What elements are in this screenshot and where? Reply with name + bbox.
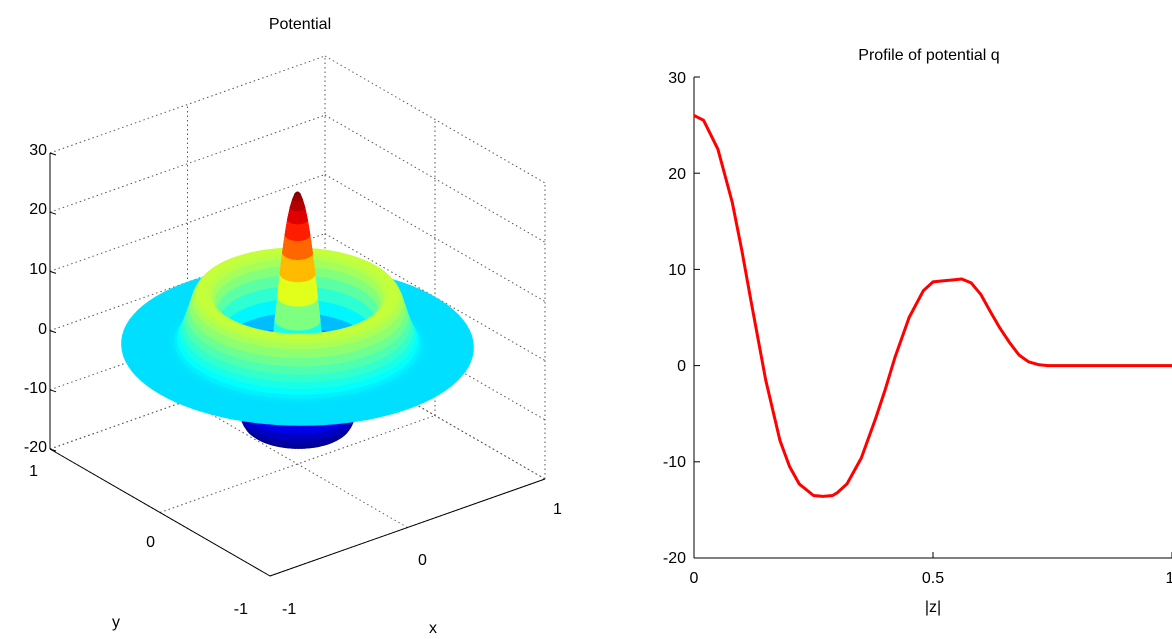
surface-patch (435, 345, 439, 351)
surface-patch (148, 340, 153, 346)
surface-patch (131, 340, 135, 346)
surface-patch (317, 260, 324, 269)
surface-patch (465, 345, 469, 352)
surface-patch (294, 224, 297, 242)
grid-line (159, 415, 436, 513)
surface-patch (296, 194, 298, 203)
grid-line (324, 55, 546, 184)
surface-patch (442, 345, 447, 351)
surface-patch (452, 345, 457, 351)
grid-line (49, 173, 326, 272)
surface-patch (294, 282, 298, 308)
surface-plot: Potential 30 20 10 0 -10 -20 1 0 -1 -1 0… (24, 16, 562, 637)
surface-patch (450, 345, 454, 351)
grid-line (49, 55, 326, 154)
surface-patch (430, 345, 434, 351)
surface-patch (427, 345, 432, 351)
surface-patch (123, 339, 127, 346)
surface-patch (463, 345, 467, 352)
surface-patch (447, 345, 452, 351)
surface-patch (295, 259, 298, 283)
surface-patch (121, 339, 125, 346)
surface-patch (138, 340, 143, 346)
surface-patch (273, 259, 281, 269)
surface-patch (143, 340, 148, 346)
surface-patch (296, 211, 298, 225)
surface-patch (126, 340, 130, 346)
surface-patch (295, 240, 298, 261)
surface-title: Potential (269, 16, 331, 33)
surface-patch (272, 254, 280, 261)
surface-patch (158, 341, 163, 346)
surface-patch (293, 306, 296, 332)
surface-patch (128, 340, 132, 346)
grid-line (187, 400, 408, 528)
surface-mesh (121, 191, 474, 449)
surface-patch (455, 345, 459, 351)
surface-patch (161, 341, 165, 346)
surface-patch (445, 345, 449, 351)
surface-patch (151, 340, 155, 346)
surface-patch (121, 334, 126, 341)
surface-patch (437, 345, 442, 351)
surface-patch (296, 201, 298, 212)
surface-patch (141, 340, 145, 346)
grid-line (49, 114, 326, 213)
surface-patch (156, 340, 160, 346)
surface-patch (121, 345, 125, 351)
surface-patch (146, 340, 150, 346)
surface-patch (470, 345, 474, 352)
grid-line (324, 173, 546, 302)
surface-patch (468, 345, 472, 352)
surface-patch (432, 345, 437, 351)
surface-patch (163, 341, 168, 346)
grid-line (324, 114, 546, 243)
